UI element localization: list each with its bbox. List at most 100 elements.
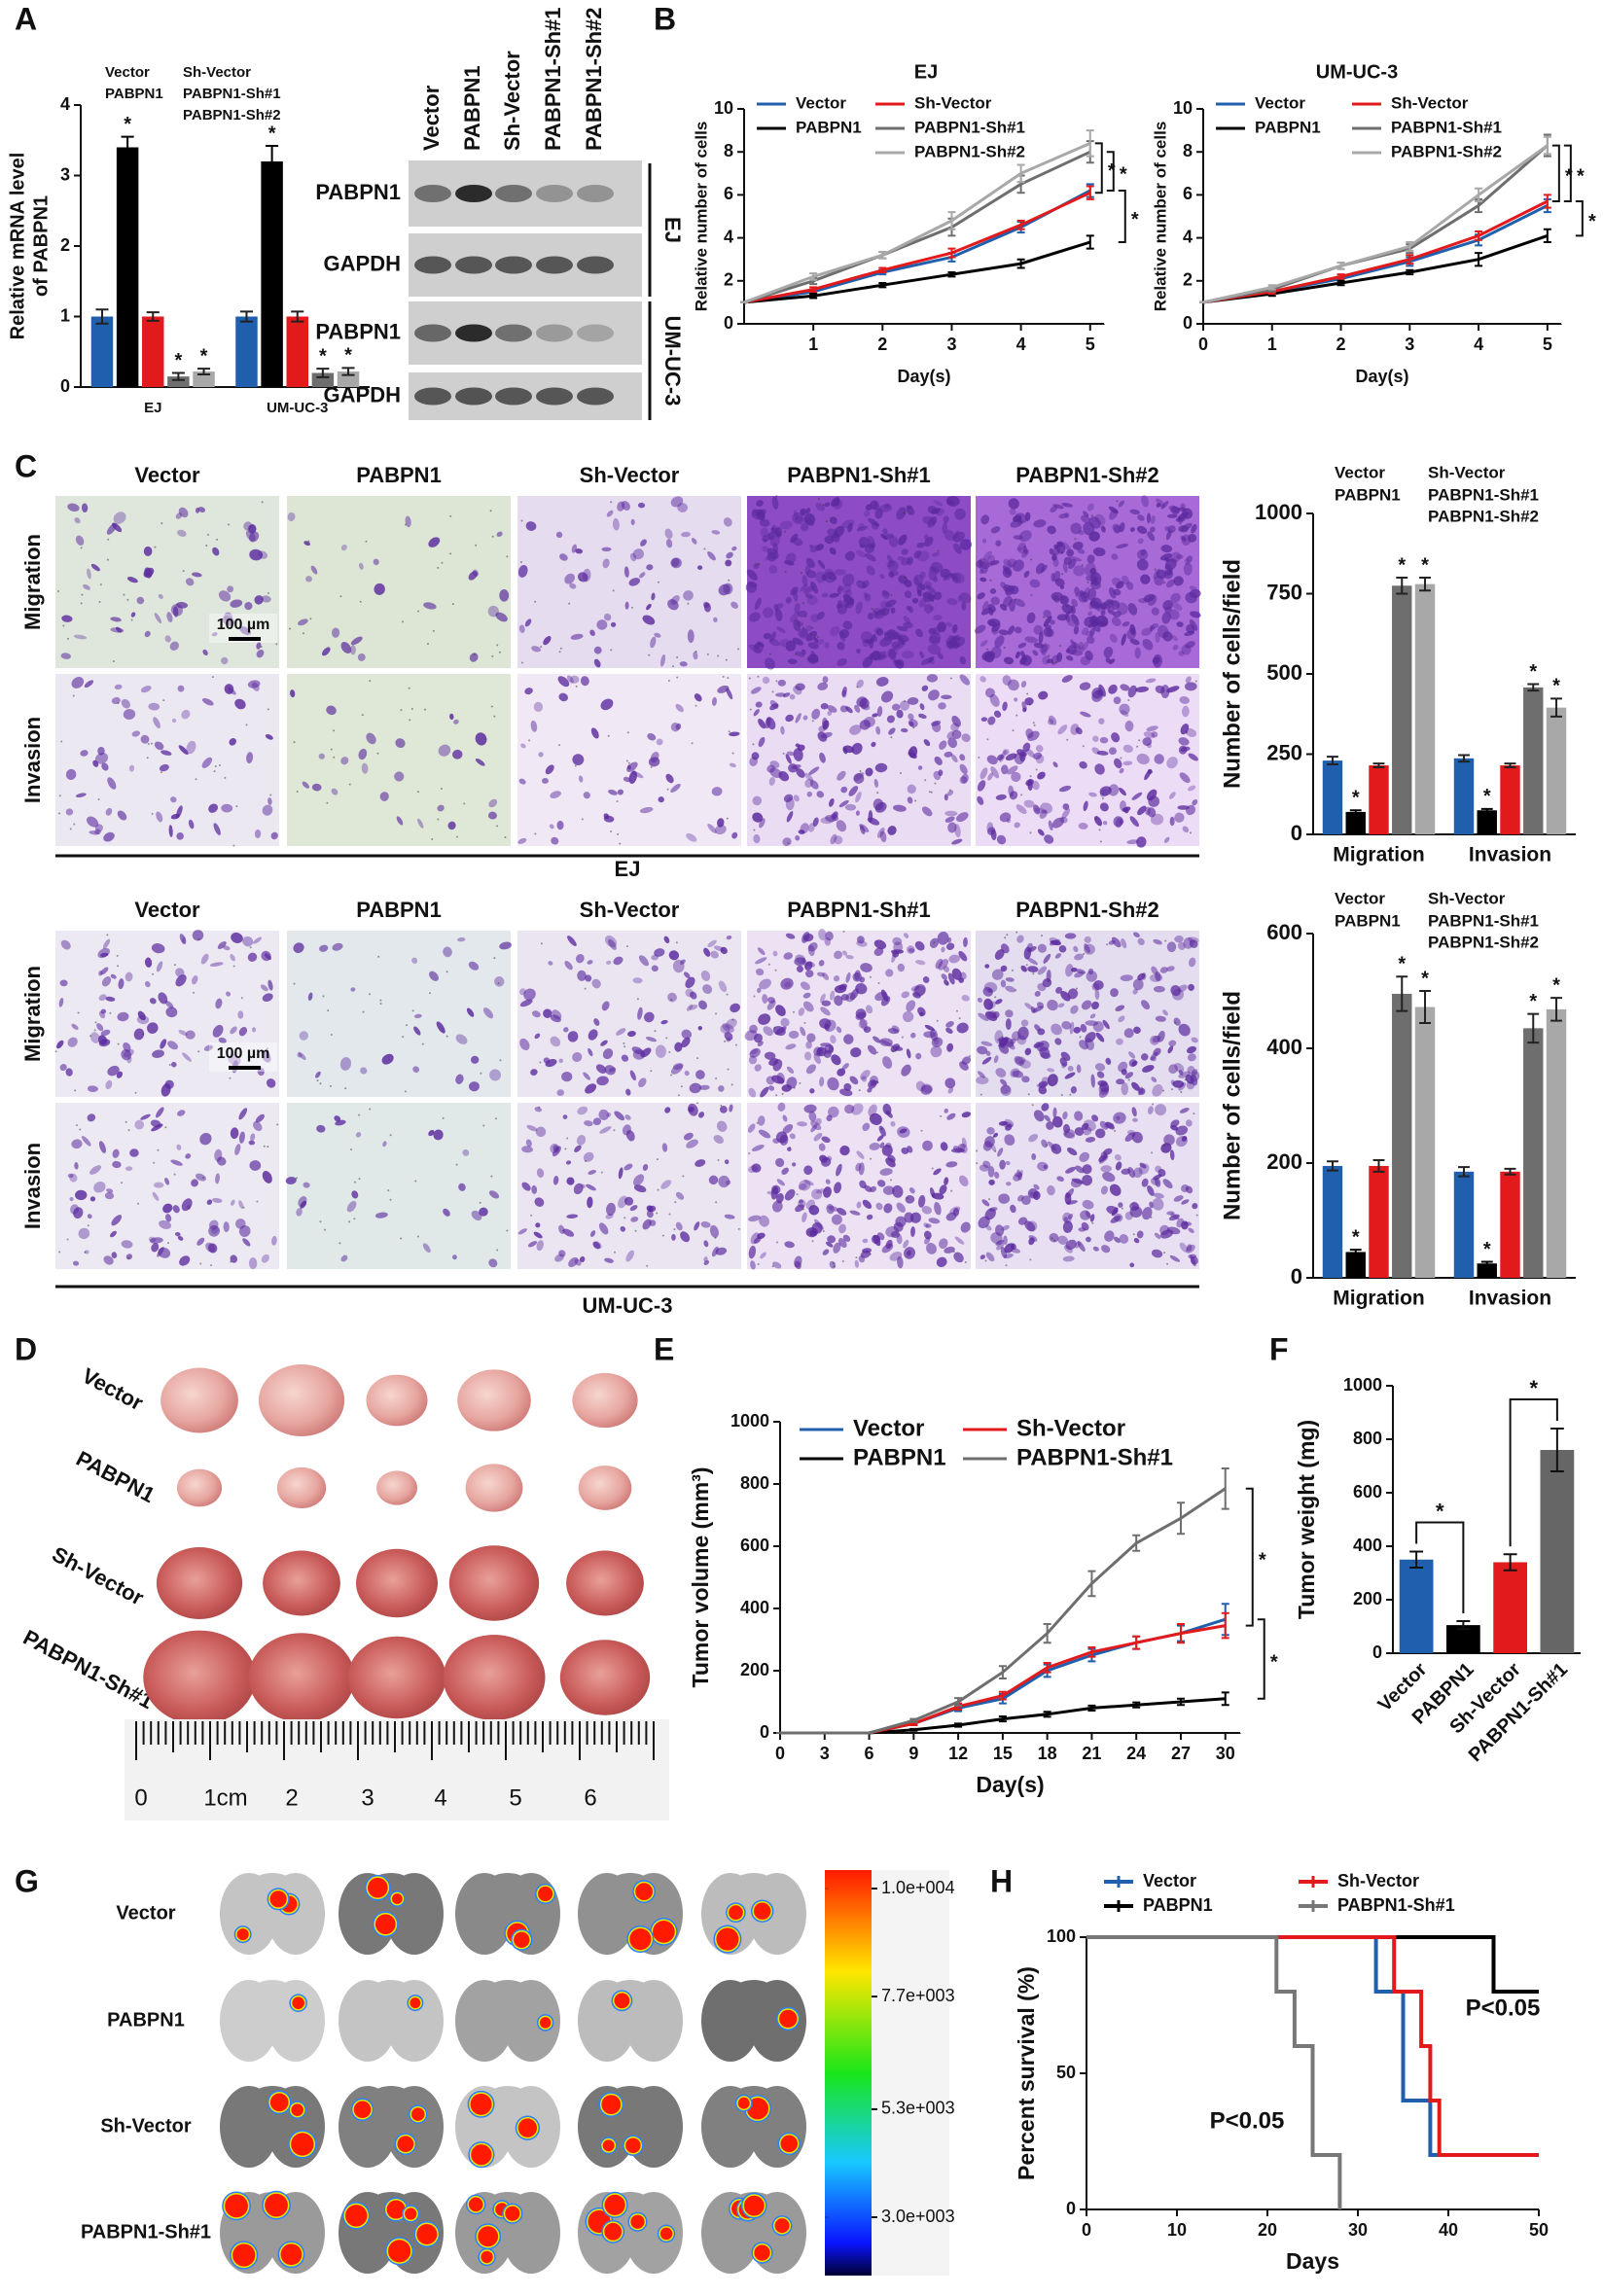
cell xyxy=(1156,503,1161,508)
pore xyxy=(269,794,272,796)
tumor xyxy=(366,1374,428,1427)
cell xyxy=(1176,621,1184,627)
cell xyxy=(999,603,1008,611)
pore xyxy=(810,626,813,629)
cell xyxy=(647,732,657,741)
cell xyxy=(221,803,233,813)
cell xyxy=(834,835,843,845)
cell xyxy=(845,589,853,597)
lane-label: PABPN1 xyxy=(460,65,484,151)
signal xyxy=(737,2097,750,2109)
cell xyxy=(749,757,759,766)
pore xyxy=(978,756,980,759)
pore xyxy=(1032,722,1035,724)
pore xyxy=(1060,1094,1063,1097)
cell xyxy=(423,602,437,610)
cell xyxy=(1066,655,1074,661)
signal xyxy=(604,2194,625,2215)
pore xyxy=(402,620,405,623)
group-label: Sh-Vector xyxy=(100,2115,192,2137)
cell xyxy=(785,714,794,723)
cell xyxy=(711,787,723,796)
cell xyxy=(888,649,897,660)
significance-label: * xyxy=(344,345,352,367)
cell xyxy=(538,752,544,758)
signal xyxy=(291,2103,303,2116)
cell xyxy=(919,703,925,711)
cell xyxy=(950,1148,965,1153)
cell xyxy=(148,702,160,711)
cell xyxy=(178,507,189,518)
cell xyxy=(1023,570,1030,578)
cell xyxy=(1137,514,1145,521)
x-tick-label: 5 xyxy=(1086,335,1095,354)
bar xyxy=(1369,1165,1389,1278)
cell xyxy=(718,583,730,596)
colorbar xyxy=(825,1870,872,2276)
x-tick-label: 40 xyxy=(1439,2220,1458,2240)
pore xyxy=(309,618,312,620)
pore xyxy=(1090,514,1093,517)
tumor xyxy=(156,1547,243,1619)
cell xyxy=(297,618,308,626)
pore xyxy=(1099,840,1102,843)
pore xyxy=(210,1264,213,1267)
y-tick-label: 1000 xyxy=(1255,500,1302,524)
pore xyxy=(912,726,915,729)
pore xyxy=(614,1251,617,1254)
pore xyxy=(1003,646,1006,649)
tumor xyxy=(448,1545,540,1621)
cell xyxy=(75,535,85,546)
cell xyxy=(1181,644,1192,655)
cell xyxy=(1166,568,1173,576)
pore xyxy=(339,595,342,598)
cell xyxy=(908,721,914,727)
pore xyxy=(256,1200,259,1203)
pore xyxy=(1138,739,1141,742)
cell xyxy=(723,517,732,527)
cell xyxy=(1112,523,1122,534)
cell xyxy=(1173,576,1184,586)
cell xyxy=(827,710,833,717)
cell xyxy=(1180,503,1186,509)
cell xyxy=(140,686,152,693)
pore xyxy=(696,1057,699,1060)
cell xyxy=(1002,595,1013,608)
cell xyxy=(859,543,865,548)
pore xyxy=(773,1026,776,1029)
pore xyxy=(668,1213,671,1216)
cell xyxy=(670,783,681,793)
x-tick-label: 3 xyxy=(1405,335,1414,354)
panel-label: E xyxy=(654,1331,674,1366)
cell xyxy=(729,731,740,737)
y-tick-label: 0 xyxy=(1291,821,1302,845)
cell xyxy=(792,637,804,646)
cell xyxy=(1005,1018,1012,1030)
cell xyxy=(518,624,525,633)
significance-bracket xyxy=(1094,142,1103,194)
cell xyxy=(886,648,899,658)
x-tick-label: 0 xyxy=(1198,335,1208,354)
cell xyxy=(1074,586,1080,596)
cell xyxy=(873,626,882,635)
cell xyxy=(951,623,958,634)
cell xyxy=(1081,627,1089,636)
cell xyxy=(670,723,680,732)
cell xyxy=(606,510,614,517)
cell xyxy=(92,759,99,767)
lane-label: PABPN1-Sh#2 xyxy=(582,7,606,151)
significance-label: * xyxy=(1552,974,1560,996)
micrograph xyxy=(287,496,511,668)
pore xyxy=(1194,680,1197,683)
cell xyxy=(612,517,620,531)
cell xyxy=(580,676,589,687)
blot-band xyxy=(455,324,492,342)
legend-label: PABPN1-Sh#1 xyxy=(1337,1895,1455,1915)
cell xyxy=(417,818,424,829)
pore xyxy=(725,658,728,661)
blot-band xyxy=(414,256,451,274)
cell xyxy=(757,641,765,648)
cell xyxy=(237,1010,244,1019)
cell xyxy=(959,674,970,686)
cell xyxy=(975,624,986,634)
